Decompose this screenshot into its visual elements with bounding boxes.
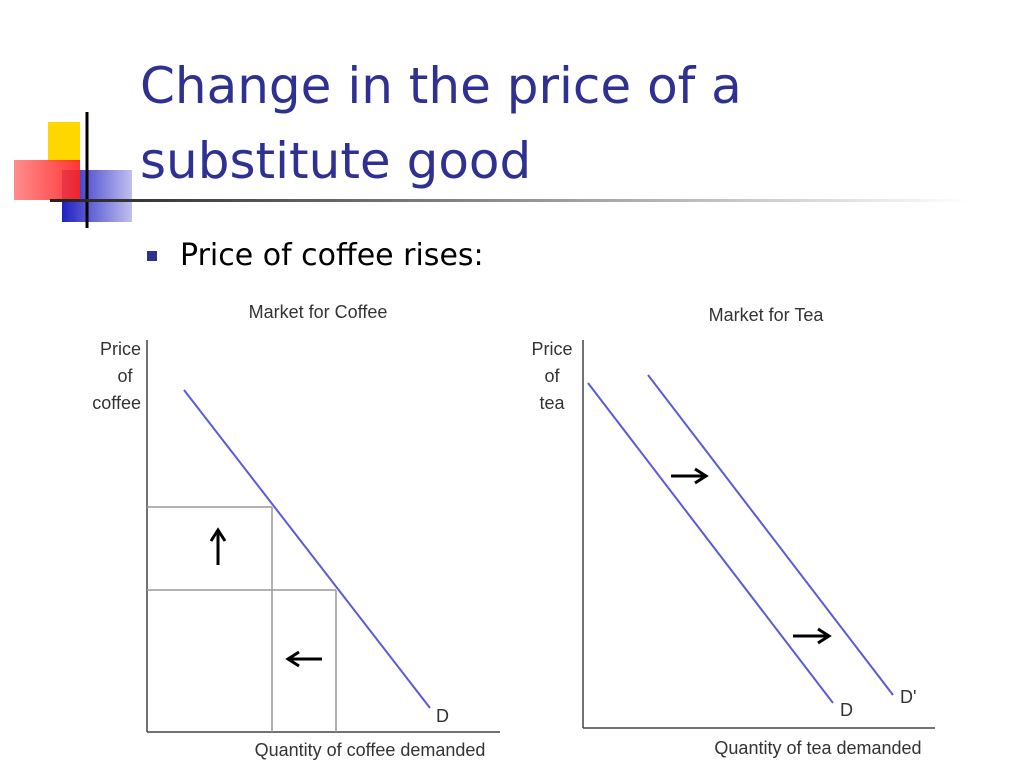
demand-curve	[183, 389, 431, 709]
bullet-text: Price of coffee rises:	[180, 238, 484, 273]
arrow-right	[671, 467, 709, 485]
slide-title: Change in the price of a	[140, 57, 742, 115]
diagram-title: Market for Tea	[709, 305, 825, 325]
y-label: of	[117, 366, 133, 386]
diagram-title: Market for Coffee	[249, 302, 388, 322]
slide-title: substitute good	[140, 132, 531, 190]
x-label: Quantity of coffee demanded	[255, 740, 486, 760]
tea-diagram: Market for Tea Price of tea D D' Quantit…	[531, 305, 935, 758]
y-label: tea	[539, 393, 565, 413]
shifted-demand-curve	[647, 374, 894, 696]
curve-label: D'	[900, 687, 916, 707]
demand-curve	[587, 382, 834, 704]
y-label: coffee	[92, 393, 141, 413]
curve-label: D	[436, 706, 449, 726]
arrow-up	[209, 527, 227, 565]
y-label: Price	[531, 339, 572, 359]
x-label: Quantity of tea demanded	[714, 738, 921, 758]
arrow-right	[793, 627, 832, 645]
decoration	[14, 112, 970, 228]
bullet-marker	[147, 251, 157, 261]
coffee-diagram: Market for Coffee Price of coffee D Quan…	[92, 302, 500, 760]
y-label: Price	[100, 339, 141, 359]
arrow-left	[285, 650, 322, 668]
y-label: of	[544, 366, 560, 386]
curve-label: D	[840, 700, 853, 720]
